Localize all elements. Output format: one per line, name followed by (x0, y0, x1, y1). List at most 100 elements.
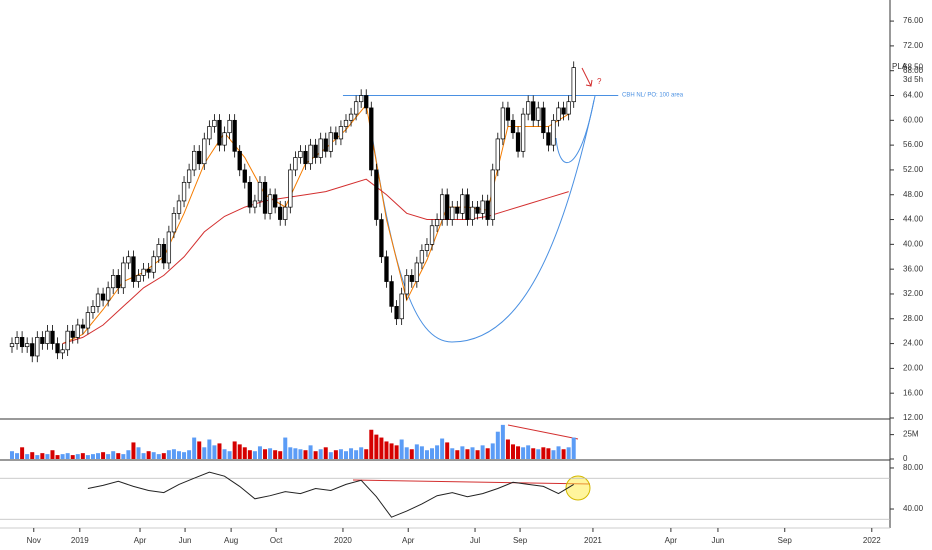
volume-bar (166, 450, 171, 459)
volume-bar (526, 445, 531, 459)
y-tick-label: 56.00 (903, 140, 924, 149)
candle-body (475, 206, 480, 214)
volume-bar (435, 445, 440, 459)
candle-body (556, 107, 561, 121)
volume-bar (197, 441, 202, 459)
candle-body (551, 119, 556, 146)
candle-body (55, 343, 60, 354)
moving-average (62, 178, 569, 345)
candle-body (353, 101, 359, 115)
y-tick-label: 76.00 (903, 16, 924, 25)
candle-body (171, 212, 177, 233)
volume-bar (369, 429, 374, 459)
volume-bar (278, 451, 283, 459)
volume-bar (126, 450, 131, 459)
x-tick-label: 2022 (863, 536, 881, 545)
y-tick-label: 32.00 (903, 289, 924, 298)
candle-body (95, 293, 101, 307)
candle-body (536, 107, 541, 121)
candle-body (126, 256, 131, 264)
volume-bar (9, 451, 14, 459)
y-tick-label: 60.00 (903, 115, 924, 124)
x-tick-label: Jun (179, 536, 192, 545)
volume-bar (328, 452, 333, 459)
volume-bar (202, 447, 207, 459)
candle-body (70, 330, 75, 338)
volume-bar (247, 450, 252, 459)
candle-body (409, 275, 414, 282)
candle-body (455, 206, 460, 214)
volume-bar (551, 450, 556, 459)
candle-body (500, 107, 506, 140)
candle-body (278, 206, 283, 220)
volume-bar (222, 449, 227, 459)
resistance-label: CBH NL/ PO: 100 area (622, 93, 684, 99)
volume-bar (419, 446, 424, 459)
y-tick-label: 12.00 (903, 413, 924, 422)
volume-bar (404, 447, 409, 459)
candle-body (227, 119, 232, 134)
volume-bar (131, 442, 136, 459)
candle-body (60, 349, 65, 354)
y-tick-label: 0 (903, 454, 908, 463)
y-tick-label: 72.00 (903, 41, 924, 50)
volume-bar (571, 437, 576, 459)
candle-body (343, 119, 349, 127)
volume-bar (288, 447, 293, 459)
candle-body (374, 169, 379, 220)
y-tick-label: 44.00 (903, 215, 924, 224)
candle-body (434, 219, 440, 227)
volume-bar (460, 446, 465, 459)
candle-body (197, 150, 202, 165)
candle-body (247, 181, 252, 208)
candle-body (136, 275, 141, 282)
y-tick-label: 28.00 (903, 314, 924, 323)
candle-body (379, 219, 384, 258)
volume-bar (257, 446, 262, 459)
candle-body (283, 206, 288, 220)
candle-body (566, 101, 571, 115)
volume-bar (354, 450, 359, 459)
candle-body (217, 119, 222, 146)
volume-bar (298, 449, 303, 459)
candle-body (35, 337, 40, 357)
candle-body (480, 200, 485, 214)
candle-body (531, 101, 536, 121)
candle-body (151, 256, 156, 273)
candle-body (348, 113, 354, 121)
candle-body (105, 287, 111, 301)
volume-bar (308, 445, 313, 459)
y-tick-label: 24.00 (903, 339, 924, 348)
candle-body (313, 144, 318, 158)
candle-body (505, 107, 511, 121)
volume-bar (359, 447, 364, 459)
x-tick-label: Sep (513, 536, 528, 545)
x-tick-label: 2021 (584, 536, 602, 545)
x-tick-label: Apr (402, 536, 415, 545)
volume-bar (455, 450, 460, 459)
arrow (581, 67, 593, 87)
volume-bar (252, 451, 257, 459)
x-tick-label: Sep (778, 536, 793, 545)
y-tick-label: 25M (903, 430, 919, 439)
candle-body (465, 194, 470, 220)
volume-bar (90, 454, 95, 459)
volume-bar (192, 437, 197, 459)
candle-body (14, 337, 20, 344)
candle-body (384, 256, 389, 282)
candle-body (460, 194, 465, 214)
candle-body (364, 95, 369, 109)
candle-body (272, 194, 278, 208)
volume-bar (414, 444, 419, 459)
candle-body (75, 324, 80, 338)
candle-body (192, 150, 197, 171)
candle-body (490, 169, 495, 220)
volume-bar (374, 434, 379, 459)
candle-body (267, 194, 273, 214)
volume-bar (60, 454, 65, 459)
handle-curve (555, 99, 595, 164)
volume-bar (500, 424, 505, 459)
volume-bar (541, 447, 546, 459)
volume-bar (349, 448, 354, 459)
candle-body (293, 157, 298, 171)
